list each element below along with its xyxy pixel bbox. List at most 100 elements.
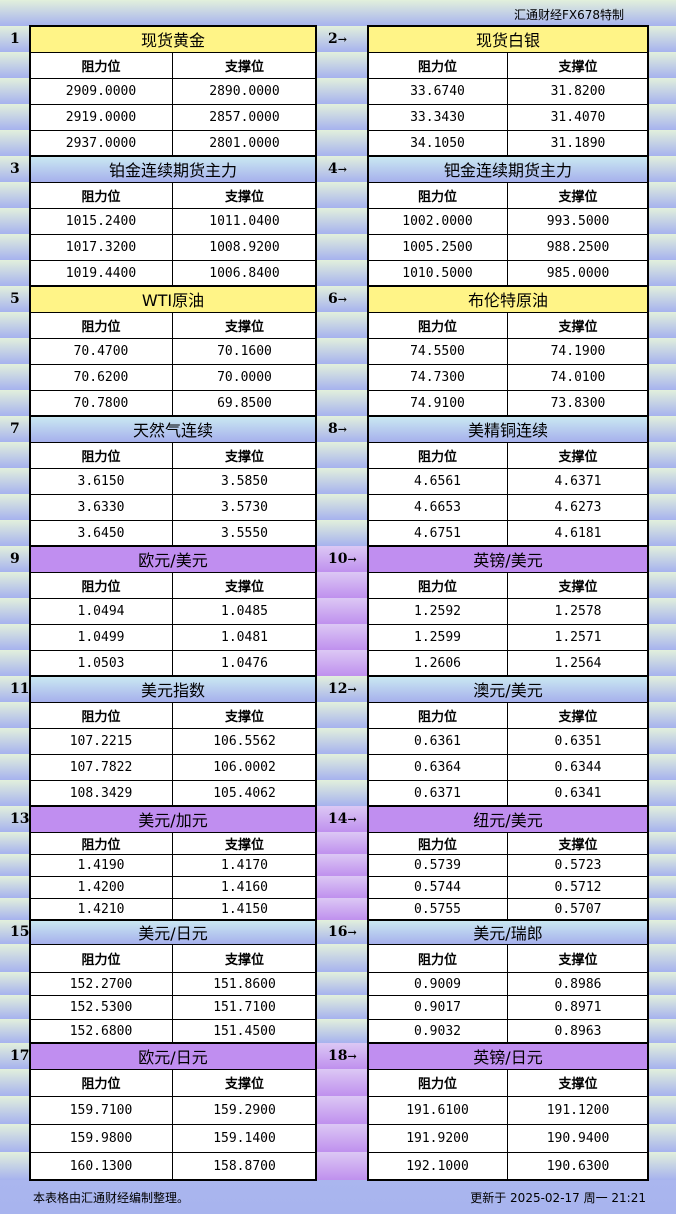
resistance-value: 1.2592 xyxy=(368,598,508,624)
row-divider xyxy=(30,311,316,313)
support-value: 993.5000 xyxy=(508,208,648,234)
support-value: 2857.0000 xyxy=(173,104,316,130)
section-number: 16 → xyxy=(318,920,368,944)
support-value: 988.2500 xyxy=(508,234,648,260)
resistance-value: 1.2606 xyxy=(368,650,508,676)
resistance-value: 74.7300 xyxy=(368,364,508,390)
support-value: 1.4150 xyxy=(173,898,316,920)
support-value: 1.0481 xyxy=(173,624,316,650)
section-number-text: 14 xyxy=(328,811,348,827)
section-title: WTI原油 xyxy=(30,286,316,312)
resistance-value: 3.6330 xyxy=(30,494,173,520)
row-divider xyxy=(30,77,316,79)
row-divider xyxy=(368,467,648,469)
section-number: 6 → xyxy=(318,286,368,312)
section-title: 欧元/日元 xyxy=(30,1043,316,1069)
resistance-value: 2909.0000 xyxy=(30,78,173,104)
resistance-value: 4.6561 xyxy=(368,468,508,494)
section-number: 10 → xyxy=(318,546,368,572)
support-value: 1.2578 xyxy=(508,598,648,624)
resistance-header: 阻力位 xyxy=(30,702,173,728)
resistance-value: 34.1050 xyxy=(368,130,508,156)
section-title: 钯金连续期货主力 xyxy=(368,156,648,182)
section-title: 澳元/美元 xyxy=(368,676,648,702)
row-divider xyxy=(30,207,316,209)
resistance-header: 阻力位 xyxy=(30,312,173,338)
support-value: 3.5550 xyxy=(173,520,316,546)
support-value: 31.4070 xyxy=(508,104,648,130)
resistance-value: 0.6364 xyxy=(368,754,508,780)
arrow-icon: → xyxy=(347,925,357,939)
resistance-value: 191.9200 xyxy=(368,1124,508,1152)
section-number: 14 → xyxy=(318,806,368,832)
section-number: 17 xyxy=(10,1048,30,1064)
resistance-value: 192.1000 xyxy=(368,1152,508,1180)
resistance-value: 1.0499 xyxy=(30,624,173,650)
resistance-value: 191.6100 xyxy=(368,1096,508,1124)
support-header: 支撑位 xyxy=(173,312,316,338)
support-header: 支撑位 xyxy=(508,944,648,972)
resistance-header: 阻力位 xyxy=(368,312,508,338)
support-header: 支撑位 xyxy=(173,52,316,78)
resistance-value: 1015.2400 xyxy=(30,208,173,234)
row-divider xyxy=(368,1095,648,1097)
row-divider xyxy=(368,207,648,209)
support-value: 0.6344 xyxy=(508,754,648,780)
row-divider xyxy=(30,441,316,443)
support-value: 158.8700 xyxy=(173,1152,316,1180)
resistance-value: 70.4700 xyxy=(30,338,173,364)
support-value: 2801.0000 xyxy=(173,130,316,156)
resistance-value: 1019.4400 xyxy=(30,260,173,286)
section-number-text: 2 xyxy=(328,31,338,47)
resistance-header: 阻力位 xyxy=(368,442,508,468)
row-divider xyxy=(368,597,648,599)
support-value: 69.8500 xyxy=(173,390,316,416)
resistance-value: 0.6371 xyxy=(368,780,508,806)
row-divider xyxy=(30,597,316,599)
support-value: 70.1600 xyxy=(173,338,316,364)
footer-note: 本表格由汇通财经编制整理。 xyxy=(33,1191,190,1205)
resistance-value: 74.5500 xyxy=(368,338,508,364)
section-number: 7 xyxy=(10,421,20,437)
support-value: 4.6371 xyxy=(508,468,648,494)
resistance-header: 阻力位 xyxy=(30,572,173,598)
section-title: 美精铜连续 xyxy=(368,416,648,442)
resistance-header: 阻力位 xyxy=(30,182,173,208)
row-divider xyxy=(30,831,316,833)
section-number: 4 → xyxy=(318,156,368,182)
row-divider xyxy=(368,311,648,313)
resistance-value: 0.5744 xyxy=(368,876,508,898)
support-value: 2890.0000 xyxy=(173,78,316,104)
resistance-value: 1.0503 xyxy=(30,650,173,676)
support-header: 支撑位 xyxy=(508,182,648,208)
resistance-value: 107.2215 xyxy=(30,728,173,754)
arrow-icon: → xyxy=(347,812,357,826)
resistance-value: 160.1300 xyxy=(30,1152,173,1180)
support-value: 31.1890 xyxy=(508,130,648,156)
resistance-value: 3.6150 xyxy=(30,468,173,494)
resistance-header: 阻力位 xyxy=(30,1069,173,1096)
resistance-value: 107.7822 xyxy=(30,754,173,780)
row-divider xyxy=(30,467,316,469)
section-title: 美元指数 xyxy=(30,676,316,702)
section-number: 13 xyxy=(10,811,30,827)
section-title: 欧元/美元 xyxy=(30,546,316,572)
divider-stripe xyxy=(316,832,368,854)
support-value: 105.4062 xyxy=(173,780,316,806)
support-header: 支撑位 xyxy=(508,52,648,78)
support-value: 0.8971 xyxy=(508,995,648,1019)
section-number: 1 xyxy=(10,31,20,47)
divider-stripe xyxy=(316,650,368,676)
row-divider xyxy=(368,853,648,855)
section-number-text: 16 xyxy=(328,924,348,940)
support-value: 70.0000 xyxy=(173,364,316,390)
arrow-icon: → xyxy=(337,422,347,436)
row-divider xyxy=(368,337,648,339)
section-number: 18 → xyxy=(318,1043,368,1069)
row-divider xyxy=(368,571,648,573)
resistance-value: 70.7800 xyxy=(30,390,173,416)
arrow-icon: → xyxy=(337,292,347,306)
row-divider xyxy=(368,51,648,53)
support-header: 支撑位 xyxy=(508,832,648,854)
section-number: 15 xyxy=(10,924,30,940)
